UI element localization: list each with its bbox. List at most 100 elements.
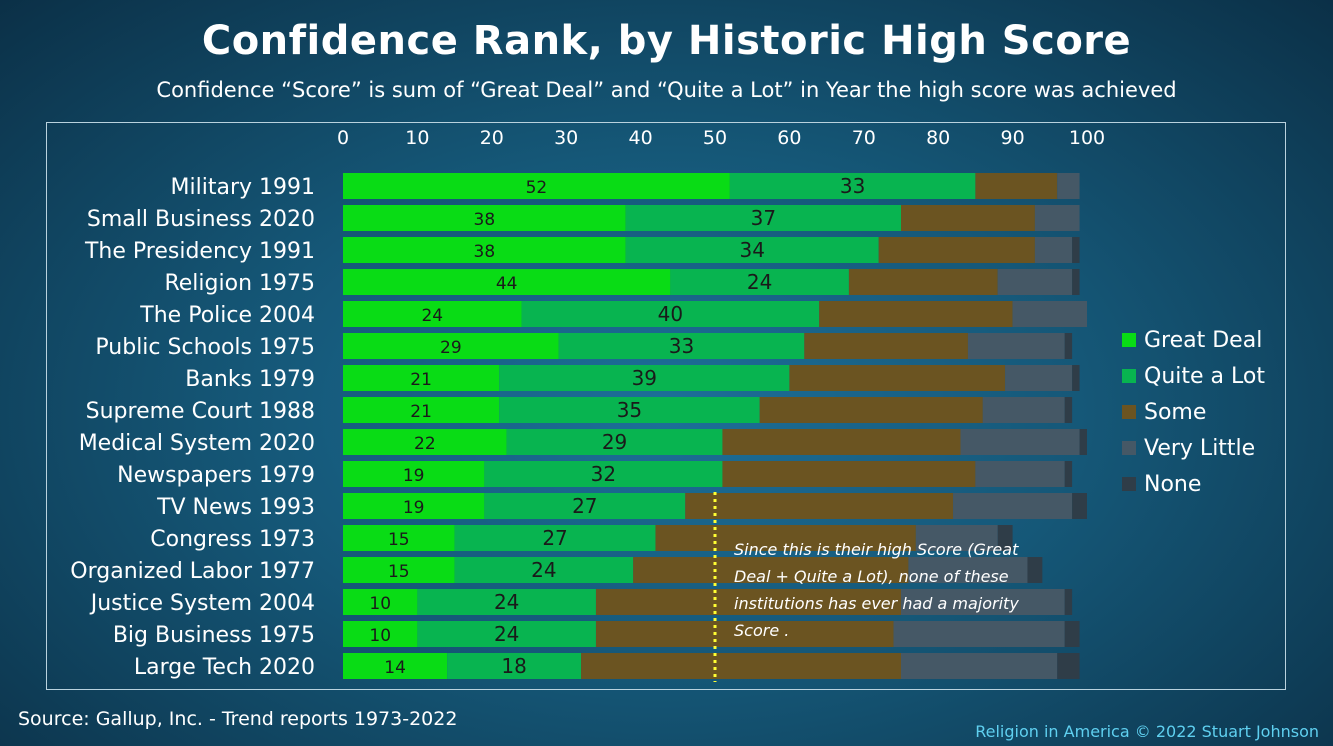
legend-label: Very Little [1144, 435, 1256, 461]
bar-segment [1005, 365, 1073, 391]
bar-segment [633, 557, 909, 583]
bar-segment [343, 429, 507, 455]
bar-segment [1064, 397, 1073, 423]
data-label: 35 [617, 398, 642, 422]
data-label: 24 [421, 306, 443, 326]
bar-segment [655, 525, 916, 551]
data-label: 33 [840, 174, 865, 198]
category-label: TV News 1993 [156, 495, 315, 520]
data-label: 24 [494, 622, 519, 646]
bar-segment [975, 173, 1058, 199]
bar-segment [595, 589, 901, 615]
category-label: Organized Labor 1977 [70, 559, 315, 584]
category-label: Small Business 2020 [87, 207, 315, 232]
legend-swatch [1122, 369, 1136, 383]
legend-label: None [1144, 471, 1202, 497]
data-label: 37 [751, 206, 776, 230]
data-label: 10 [369, 594, 391, 614]
legend-item: Quite a Lot [1122, 358, 1265, 394]
category-label: The Police 2004 [139, 303, 315, 328]
bar-segment [967, 333, 1065, 359]
bar-segment [484, 461, 723, 487]
bar-segment [789, 365, 1006, 391]
category-label: Medical System 2020 [79, 431, 315, 456]
x-tick-label: 30 [554, 127, 578, 149]
bar-segment [819, 301, 1013, 327]
bar-segment [982, 397, 1065, 423]
bar-segment [997, 525, 1013, 551]
credit-text: Religion in America © 2022 Stuart Johnso… [975, 722, 1319, 741]
bar-segment [1072, 269, 1080, 295]
bar-segment [454, 557, 634, 583]
data-label: 21 [410, 402, 432, 422]
bar-segment [343, 365, 500, 391]
bar-segment [901, 205, 1035, 231]
bar-segment [454, 525, 656, 551]
bar-segment [722, 461, 976, 487]
bar-segment [901, 653, 1058, 679]
bar-segment [343, 525, 455, 551]
bar-segment [1072, 493, 1087, 519]
legend-label: Great Deal [1144, 327, 1263, 353]
bar-segment [953, 493, 1073, 519]
data-label: 38 [474, 242, 496, 262]
bar-segment [915, 525, 998, 551]
bar-segment [447, 653, 582, 679]
data-label: 29 [602, 430, 627, 454]
data-label: 39 [632, 366, 657, 390]
data-label: 40 [658, 302, 683, 326]
x-tick-label: 50 [703, 127, 727, 149]
bar-segment [1064, 589, 1073, 615]
bar-segment [343, 237, 626, 263]
category-label: The Presidency 1991 [84, 239, 315, 264]
bar-segment [1064, 621, 1080, 647]
annotation-text: Since this is their high Score (Great De… [734, 540, 1019, 640]
source-text: Source: Gallup, Inc. - Trend reports 197… [18, 708, 458, 730]
x-tick-label: 80 [926, 127, 950, 149]
bar-segment [848, 269, 998, 295]
category-label: Large Tech 2020 [134, 655, 315, 680]
bar-segment [1012, 301, 1087, 327]
bar-segment [997, 269, 1073, 295]
category-label: Supreme Court 1988 [86, 399, 315, 424]
bar-segment [343, 173, 730, 199]
legend-label: Some [1144, 399, 1207, 425]
bar-segment [1034, 205, 1080, 231]
data-label: 22 [414, 434, 436, 454]
bar-segment [343, 301, 522, 327]
legend: Great Deal Quite a Lot Some Very Little None [1122, 322, 1265, 502]
x-tick-label: 90 [1001, 127, 1025, 149]
bar-segment [595, 621, 894, 647]
data-label: 21 [410, 370, 432, 390]
x-tick-label: 70 [852, 127, 876, 149]
bar-segment [1072, 365, 1080, 391]
data-label: 29 [440, 338, 462, 358]
bar-segment [1079, 429, 1087, 455]
bar-segment [670, 269, 849, 295]
bar-segment [893, 621, 1065, 647]
data-label: 24 [747, 270, 772, 294]
bar-segment [1064, 333, 1073, 359]
data-label: 15 [388, 530, 410, 550]
bar-segment [521, 301, 820, 327]
bar-segment [417, 621, 596, 647]
legend-swatch [1122, 441, 1136, 455]
x-tick-label: 40 [629, 127, 653, 149]
category-label: Big Business 1975 [113, 623, 315, 648]
data-label: 52 [526, 178, 548, 198]
bar-segment [1027, 557, 1043, 583]
bar-segment [804, 333, 968, 359]
bar-segment [1072, 237, 1080, 263]
category-label: Newspapers 1979 [117, 463, 315, 488]
bar-segment [343, 493, 485, 519]
bar-segment [960, 429, 1080, 455]
bar-segment [759, 397, 983, 423]
data-label: 27 [542, 526, 567, 550]
legend-swatch [1122, 333, 1136, 347]
data-label: 44 [496, 274, 518, 294]
legend-item: Very Little [1122, 430, 1265, 466]
legend-label: Quite a Lot [1144, 363, 1265, 389]
data-label: 38 [474, 210, 496, 230]
bar-segment [558, 333, 805, 359]
